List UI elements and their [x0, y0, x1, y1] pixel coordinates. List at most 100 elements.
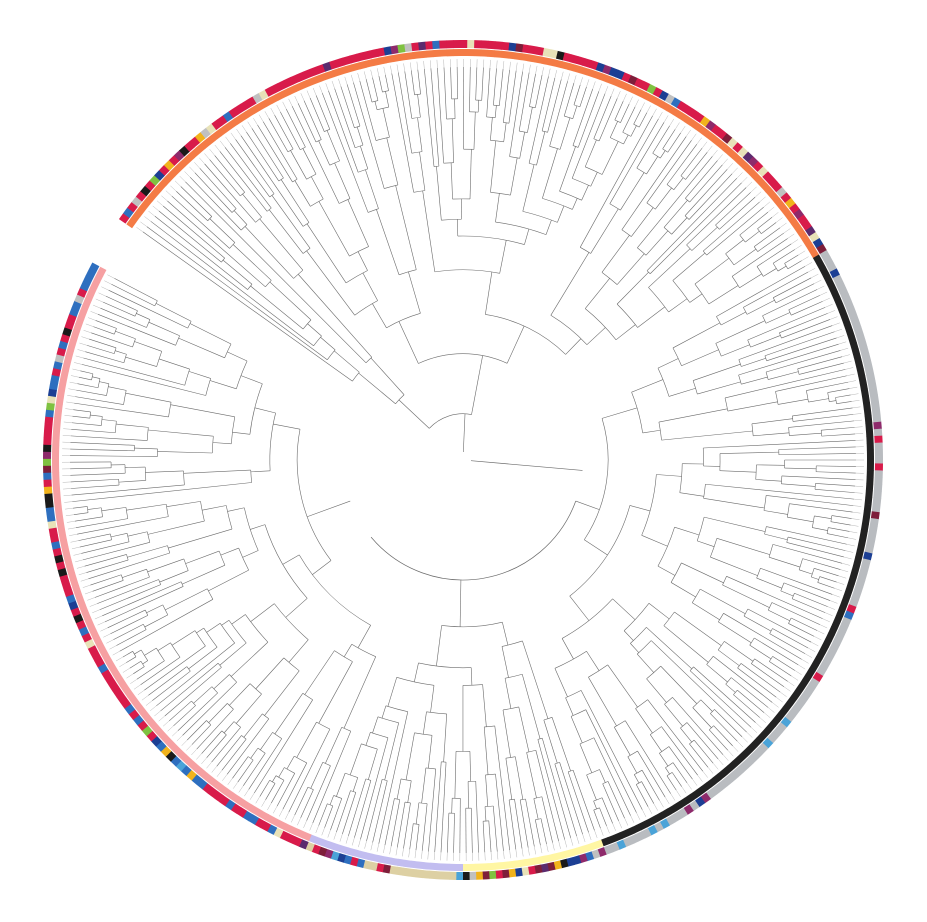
- branch: [101, 419, 117, 422]
- branch-arc: [341, 727, 351, 732]
- branch: [405, 732, 415, 780]
- branch: [778, 453, 856, 456]
- branch: [104, 586, 184, 623]
- branch: [311, 176, 324, 200]
- annotation-cell: [155, 740, 167, 752]
- branch: [646, 627, 693, 670]
- leaf-tick: [570, 837, 574, 846]
- branch: [635, 708, 653, 734]
- clade-pink-cell: [52, 451, 60, 459]
- branch: [623, 134, 629, 145]
- annotation-cell: [207, 787, 219, 799]
- leaf-tick: [663, 115, 669, 123]
- annotation-cell: [716, 128, 728, 140]
- branch: [499, 240, 507, 274]
- branch: [144, 614, 168, 628]
- branch: [713, 655, 773, 703]
- branch: [148, 429, 214, 437]
- branch: [612, 598, 636, 620]
- leaf-tick: [634, 99, 639, 107]
- branch: [164, 667, 222, 717]
- branch-arc: [503, 122, 510, 124]
- branch: [105, 295, 138, 311]
- branch: [620, 103, 630, 123]
- branch: [664, 703, 683, 727]
- leaf-tick: [78, 572, 87, 576]
- branch: [349, 743, 362, 776]
- annotation-cell: [88, 262, 100, 273]
- annotation-cell: [859, 346, 870, 356]
- leaf-tick: [707, 767, 714, 774]
- branch-arc: [345, 270, 368, 284]
- annotation-cell: [453, 40, 461, 49]
- branch-arc: [398, 269, 417, 276]
- branch-arc: [441, 621, 503, 628]
- branch: [417, 69, 421, 95]
- branch-arc: [106, 383, 110, 396]
- branch: [471, 355, 483, 415]
- clade-dark-grey-cell: [831, 620, 841, 630]
- branch: [372, 780, 388, 843]
- clade-pink-cell: [57, 525, 66, 535]
- leaf-tick: [642, 809, 647, 817]
- branch: [529, 73, 536, 107]
- clade-yellow-cell: [526, 857, 535, 866]
- branch-arc: [764, 526, 767, 535]
- leaf-tick: [731, 167, 738, 174]
- branch: [649, 734, 663, 752]
- branch-arc: [718, 613, 724, 623]
- clade-pink-cell: [95, 641, 106, 651]
- branch: [235, 693, 262, 724]
- branch-arc: [486, 116, 496, 118]
- leaf-tick: [624, 818, 629, 826]
- branch: [584, 539, 608, 556]
- leaf-tick: [133, 684, 141, 690]
- branch-arc: [791, 593, 795, 599]
- branch: [627, 756, 638, 774]
- branch: [787, 516, 814, 523]
- branch: [645, 230, 669, 256]
- branch: [723, 613, 802, 660]
- branch: [226, 718, 270, 775]
- leaf-tick: [75, 559, 83, 563]
- leaf-tick: [552, 842, 555, 851]
- leaf-tick: [836, 581, 845, 585]
- branch: [269, 281, 312, 321]
- branch: [403, 802, 411, 849]
- annotation-cell: [196, 778, 208, 790]
- branch-arc: [495, 221, 547, 235]
- branch: [182, 564, 226, 585]
- branch-arc: [225, 505, 233, 530]
- branch: [318, 140, 330, 166]
- branch: [372, 303, 387, 328]
- clade-pink-cell: [55, 396, 64, 405]
- annotation-cell: [469, 871, 477, 880]
- branch: [360, 737, 389, 840]
- annotation-cell: [60, 333, 71, 344]
- branch: [679, 492, 704, 497]
- branch-arc: [349, 246, 369, 257]
- leaf-tick: [64, 507, 73, 510]
- branch-arc: [257, 747, 266, 754]
- leaf-tick: [787, 681, 795, 687]
- annotation-cell: [874, 477, 883, 485]
- leaf-tick: [832, 322, 840, 326]
- clade-dark-grey-cell: [865, 422, 873, 431]
- branch-arc: [501, 640, 523, 647]
- branch: [646, 177, 738, 271]
- branch: [422, 190, 436, 272]
- branch-arc: [434, 269, 500, 274]
- branch: [659, 753, 669, 767]
- clade-orange-cell: [520, 53, 530, 62]
- branch: [99, 381, 109, 384]
- leaf-tick: [515, 62, 518, 71]
- clade-dark-grey-cell: [631, 823, 642, 834]
- annotation-cell: [205, 123, 217, 135]
- leaf-tick: [282, 101, 287, 110]
- clade-yellow-cell: [545, 854, 554, 863]
- branch: [440, 762, 447, 853]
- leaf-tick: [814, 636, 822, 641]
- clade-orange-cell: [507, 51, 516, 60]
- leaf-tick: [804, 262, 813, 267]
- annotation-cell: [329, 59, 339, 70]
